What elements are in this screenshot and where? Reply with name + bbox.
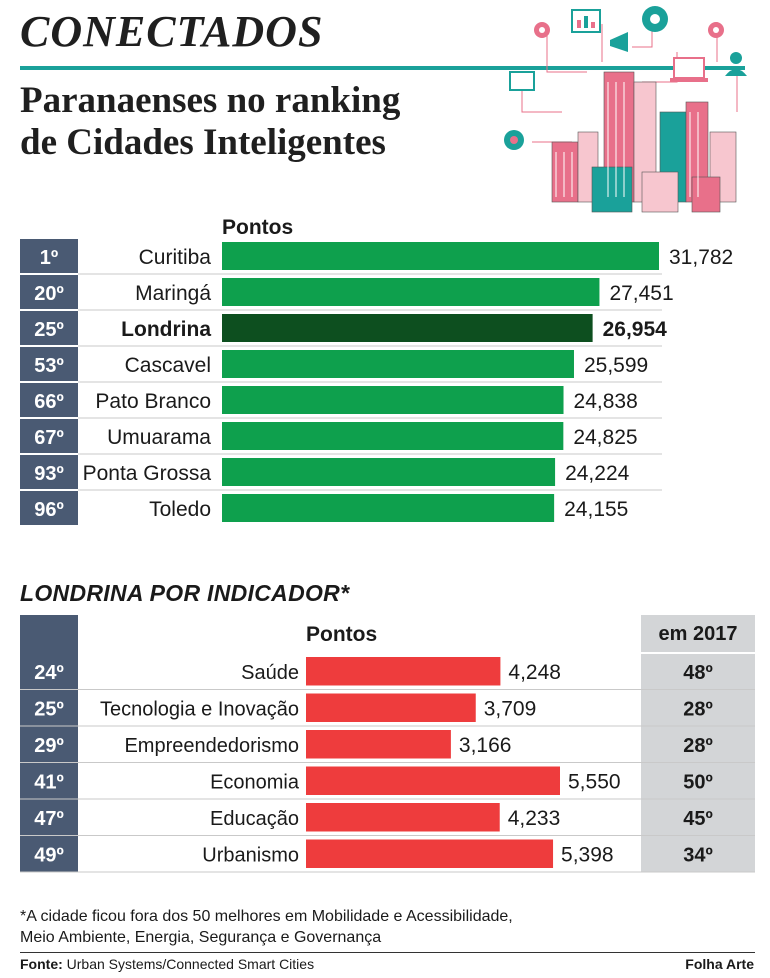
year-header: em 2017 — [659, 623, 738, 645]
rank-2017-label: 45º — [683, 808, 713, 830]
category-label: Pato Branco — [95, 390, 211, 413]
category-label: Educação — [210, 808, 299, 830]
rank-2017-label: 50º — [683, 772, 713, 794]
rank-cell — [20, 383, 78, 417]
value-label: 3,709 — [484, 698, 537, 721]
category-label: Tecnologia e Inovação — [100, 699, 299, 721]
source-text: Urban Systems/Connected Smart Cities — [62, 956, 315, 972]
rank-label: 25º — [34, 699, 64, 721]
value-label: 5,398 — [561, 844, 614, 867]
section-title: LONDRINA POR INDICADOR* — [20, 580, 350, 606]
bar — [222, 494, 555, 522]
rank-cell — [20, 239, 78, 273]
bar — [222, 386, 564, 414]
category-label: Toledo — [149, 498, 211, 521]
value-label: 31,782 — [669, 246, 733, 269]
chart-icon — [571, 9, 601, 33]
bar — [222, 278, 600, 306]
city-skyline-icon — [504, 6, 747, 213]
headline-line-1: Paranaenses no ranking — [20, 80, 401, 121]
rank-label: 24º — [34, 662, 64, 684]
bar — [306, 657, 501, 686]
value-label: 25,599 — [584, 354, 648, 377]
headline: Paranaenses no ranking de Cidades Inteli… — [20, 80, 500, 164]
kicker-rule — [20, 66, 745, 70]
rank-cell — [20, 419, 78, 453]
footnote: *A cidade ficou fora dos 50 melhores em … — [20, 906, 760, 948]
gear-icon — [642, 6, 668, 32]
value-label: 4,248 — [508, 661, 561, 684]
rank-2017-label: 28º — [683, 735, 713, 757]
rank-label: 47º — [34, 808, 64, 830]
headline-line-2: de Cidades Inteligentes — [20, 122, 386, 163]
rank-label: 53º — [34, 355, 64, 377]
footnote-line-1: *A cidade ficou fora dos 50 melhores em … — [20, 908, 513, 925]
credit: Folha Arte — [685, 956, 754, 972]
bar — [306, 839, 554, 868]
city-ranking-chart: Pontos 1º Curitiba 31,782 20º Maringá 27,451 25… — [20, 216, 733, 525]
value-label: 3,166 — [459, 734, 512, 757]
rank-cell — [20, 275, 78, 309]
category-label: Londrina — [121, 318, 211, 341]
year-column — [641, 615, 755, 872]
rank-label: 67º — [34, 427, 64, 449]
source-label: Fonte: — [20, 956, 63, 972]
kicker: CONECTADOS — [20, 7, 324, 56]
points-header: Pontos — [222, 216, 293, 239]
rank-2017-label: 48º — [683, 662, 713, 684]
rank-cell — [20, 455, 78, 489]
londrina-indicator-chart: Pontos em 2017 24º Saúde 4,248 48º 25º Tecnolog… — [20, 615, 755, 873]
footnote-line-2: Meio Ambiente, Energia, Segurança e Gove… — [20, 929, 382, 946]
category-label: Economia — [210, 772, 300, 794]
value-label: 24,224 — [565, 462, 630, 485]
user-icon — [725, 52, 747, 76]
rank-cell — [20, 491, 78, 525]
rank-2017-label: 34º — [683, 845, 713, 867]
category-label: Umuarama — [107, 426, 211, 449]
bar — [306, 803, 500, 832]
rank-label: 49º — [34, 845, 64, 867]
points-header: Pontos — [306, 623, 377, 646]
rank-label: 41º — [34, 772, 64, 794]
category-label: Empreendedorismo — [124, 735, 299, 757]
category-label: Curitiba — [139, 246, 212, 269]
value-label: 27,451 — [609, 282, 673, 305]
bar — [222, 350, 574, 378]
bar — [222, 314, 593, 342]
rank-label: 1º — [40, 247, 58, 269]
value-label: 26,954 — [603, 318, 668, 341]
bar — [222, 458, 556, 486]
laptop-icon — [670, 57, 708, 82]
value-label: 4,233 — [508, 807, 561, 830]
megaphone-icon — [610, 32, 628, 52]
bar — [306, 693, 476, 722]
category-label: Cascavel — [125, 354, 211, 377]
category-label: Urbanismo — [202, 845, 299, 867]
rank-label: 66º — [34, 391, 64, 413]
category-label: Saúde — [241, 662, 299, 684]
rank-label: 25º — [34, 319, 64, 341]
value-label: 5,550 — [568, 771, 621, 794]
value-label: 24,838 — [574, 390, 638, 413]
value-label: 24,825 — [573, 426, 637, 449]
category-label: Ponta Grossa — [83, 462, 212, 485]
rank-label: 93º — [34, 463, 64, 485]
bar — [222, 422, 564, 450]
source-rule — [20, 952, 755, 953]
value-label: 24,155 — [564, 498, 628, 521]
rank-2017-label: 28º — [683, 699, 713, 721]
rank-label: 96º — [34, 499, 64, 521]
bar — [306, 766, 560, 795]
source: Fonte: Urban Systems/Connected Smart Cit… — [20, 956, 314, 972]
bar — [306, 730, 451, 759]
rank-cell — [20, 347, 78, 381]
bar — [222, 242, 659, 270]
rank-label: 29º — [34, 735, 64, 757]
rank-label: 20º — [34, 283, 64, 305]
category-label: Maringá — [135, 282, 211, 305]
rank-column — [20, 615, 78, 872]
rank-cell — [20, 311, 78, 345]
